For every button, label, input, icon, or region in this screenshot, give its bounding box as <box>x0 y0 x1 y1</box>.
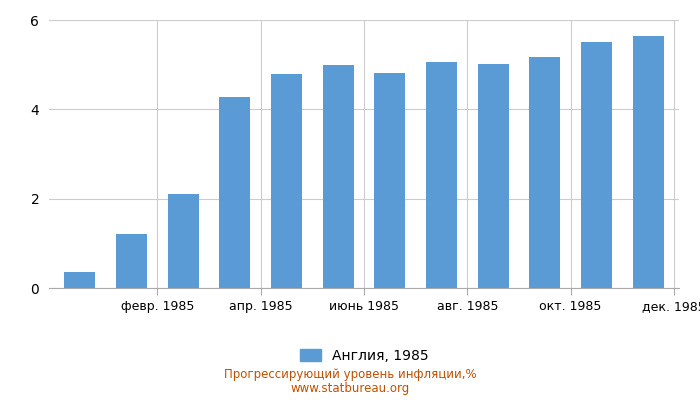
Text: Прогрессирующий уровень инфляции,%: Прогрессирующий уровень инфляции,% <box>224 368 476 381</box>
Bar <box>116 234 147 288</box>
Bar <box>323 65 354 288</box>
Bar <box>581 42 612 288</box>
Bar <box>426 62 457 288</box>
Bar <box>374 73 405 288</box>
Bar <box>477 64 509 288</box>
Bar <box>271 74 302 288</box>
Text: www.statbureau.org: www.statbureau.org <box>290 382 410 395</box>
Bar <box>633 36 664 288</box>
Bar <box>529 57 560 288</box>
Legend: Англия, 1985: Англия, 1985 <box>294 343 434 368</box>
Bar <box>168 194 199 288</box>
Bar <box>64 272 95 288</box>
Bar <box>219 97 251 288</box>
